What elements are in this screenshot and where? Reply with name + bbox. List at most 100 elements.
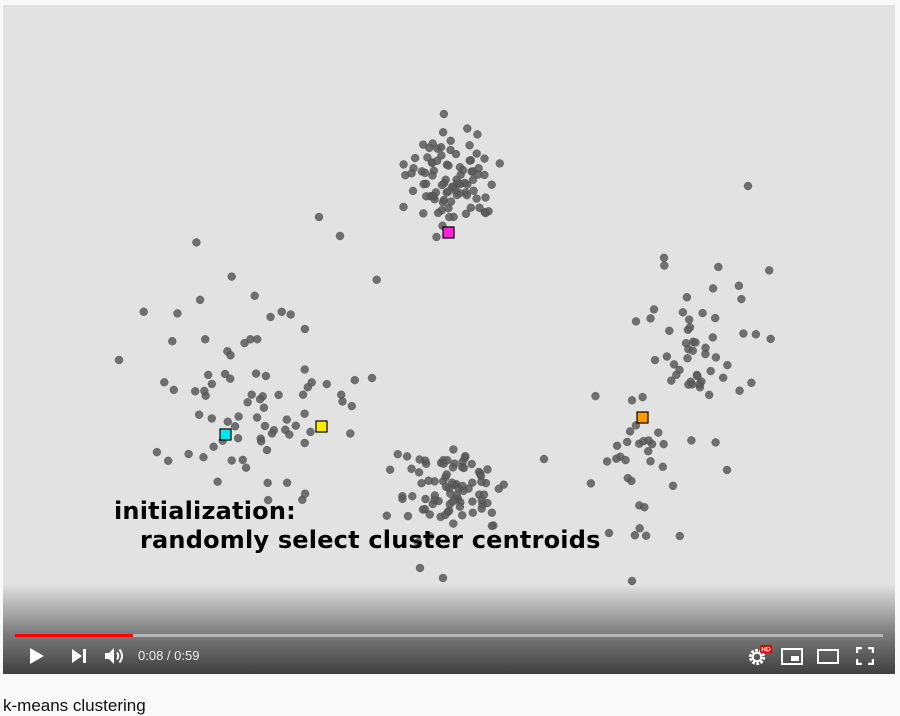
fullscreen-button[interactable] <box>852 643 878 669</box>
data-point <box>286 310 295 319</box>
data-point <box>335 231 345 241</box>
data-point <box>173 309 182 318</box>
video-frame[interactable]: initialization: randomly select cluster … <box>3 5 895 674</box>
data-point <box>262 445 272 455</box>
data-point <box>458 165 468 175</box>
centroid-cyan <box>219 428 232 441</box>
data-point <box>688 346 698 355</box>
data-point <box>415 563 425 573</box>
data-point <box>300 438 309 448</box>
data-point <box>195 295 205 305</box>
play-button[interactable] <box>25 643 49 669</box>
next-button[interactable] <box>67 643 91 669</box>
data-point <box>347 401 357 411</box>
data-point <box>199 452 208 462</box>
data-point <box>233 433 243 443</box>
data-point <box>487 180 496 189</box>
data-point <box>399 202 408 212</box>
data-point <box>455 502 465 512</box>
data-point <box>459 463 469 473</box>
data-point <box>646 457 655 466</box>
data-point <box>414 468 424 477</box>
centroid-orange <box>636 411 649 424</box>
data-point <box>711 438 720 447</box>
data-point <box>494 484 504 494</box>
data-point <box>207 379 217 389</box>
data-point <box>675 531 685 541</box>
data-point <box>437 151 446 160</box>
data-point <box>444 187 453 196</box>
data-point <box>444 203 453 213</box>
data-point <box>438 128 448 137</box>
video-player[interactable]: initialization: randomly select cluster … <box>3 5 895 674</box>
miniplayer-button[interactable] <box>779 643 805 669</box>
theater-mode-button[interactable] <box>815 643 841 669</box>
data-point <box>665 326 674 336</box>
data-point <box>479 490 489 499</box>
data-point <box>448 463 458 472</box>
theater-mode-icon <box>817 648 839 664</box>
data-point <box>436 142 446 152</box>
data-point <box>240 338 249 348</box>
data-point <box>468 508 478 517</box>
data-point <box>425 532 435 541</box>
data-point <box>481 208 490 218</box>
data-point <box>314 212 324 222</box>
data-point <box>432 232 441 242</box>
data-point <box>441 482 451 492</box>
data-point <box>300 489 310 498</box>
volume-button[interactable] <box>102 643 128 669</box>
data-point <box>462 190 472 200</box>
data-point <box>238 455 248 465</box>
data-point <box>622 437 632 447</box>
data-point <box>261 371 271 381</box>
progress-bar-fill <box>15 634 134 637</box>
data-point <box>410 153 420 163</box>
data-point <box>243 398 252 407</box>
data-point <box>227 272 236 281</box>
data-point <box>452 190 462 200</box>
data-point <box>207 414 217 423</box>
data-point <box>274 390 283 400</box>
data-point <box>225 374 235 383</box>
data-point <box>668 481 678 491</box>
data-point <box>382 511 392 520</box>
data-point <box>684 315 694 324</box>
data-point <box>252 413 262 422</box>
progress-bar[interactable] <box>15 634 883 637</box>
data-point <box>419 209 428 218</box>
data-point <box>213 477 222 486</box>
data-point <box>277 307 286 317</box>
data-point <box>446 489 455 498</box>
data-point <box>190 387 200 396</box>
data-point <box>654 428 663 437</box>
data-point <box>701 349 710 359</box>
data-point <box>708 284 718 293</box>
data-point <box>443 455 452 465</box>
data-point <box>367 373 377 383</box>
data-point <box>184 449 193 459</box>
data-point <box>649 305 659 314</box>
data-point <box>539 454 549 464</box>
data-point <box>591 391 600 401</box>
data-point <box>152 447 162 457</box>
data-point <box>682 293 692 302</box>
data-point <box>643 446 653 456</box>
data-point <box>627 476 636 486</box>
data-point <box>466 203 476 212</box>
data-point <box>735 386 744 395</box>
settings-button[interactable]: HD <box>745 643 773 669</box>
data-point <box>743 181 753 191</box>
data-point <box>693 371 702 381</box>
data-point <box>604 528 614 538</box>
centroid-magenta <box>442 226 455 239</box>
data-point <box>477 477 486 487</box>
data-point <box>473 130 482 139</box>
data-point <box>407 169 416 178</box>
data-point <box>300 409 309 418</box>
data-point <box>226 351 235 360</box>
data-point <box>255 394 265 404</box>
data-point <box>192 238 201 247</box>
data-point <box>421 494 430 504</box>
data-point <box>300 365 309 374</box>
